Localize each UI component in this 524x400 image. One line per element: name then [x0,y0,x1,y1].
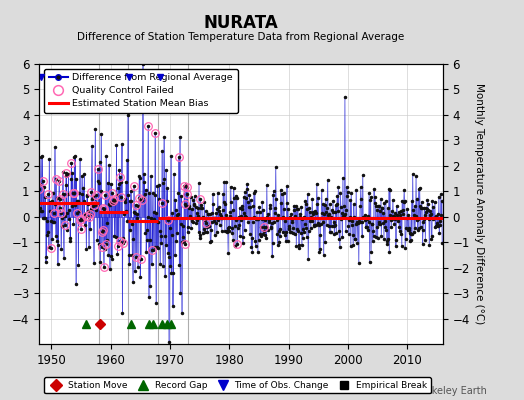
Text: Berkeley Earth: Berkeley Earth [416,386,487,396]
Text: NURATA: NURATA [204,14,278,32]
Legend: Station Move, Record Gap, Time of Obs. Change, Empirical Break: Station Move, Record Gap, Time of Obs. C… [44,377,431,394]
Text: Difference of Station Temperature Data from Regional Average: Difference of Station Temperature Data f… [78,32,405,42]
Legend: Difference from Regional Average, Quality Control Failed, Estimated Station Mean: Difference from Regional Average, Qualit… [44,69,238,113]
Y-axis label: Monthly Temperature Anomaly Difference (°C): Monthly Temperature Anomaly Difference (… [474,83,484,325]
